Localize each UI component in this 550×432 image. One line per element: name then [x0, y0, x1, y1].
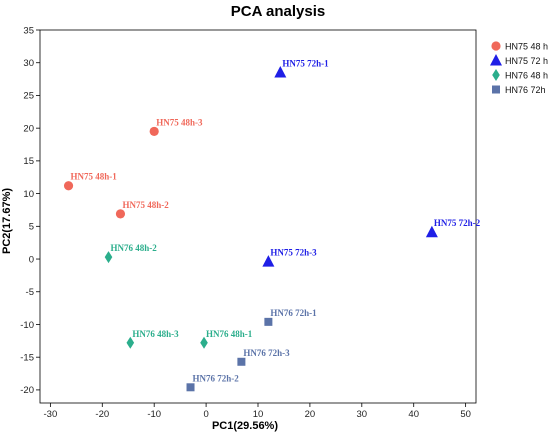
- square-point: [186, 383, 195, 392]
- point-label: HN76 72h-3: [243, 348, 290, 358]
- circle-point: [63, 181, 74, 191]
- legend-label: HN75 48 h: [505, 41, 548, 51]
- triangle-point: [425, 225, 438, 238]
- x-tick-label: 10: [253, 409, 264, 420]
- y-tick-label: 10: [23, 189, 34, 200]
- y-tick-label: 15: [23, 156, 34, 167]
- legend-label: HN75 72 h: [505, 56, 548, 66]
- y-tick-label: -20: [20, 385, 34, 396]
- x-tick-label: -30: [44, 409, 58, 420]
- point-label: HN75 72h-2: [434, 218, 481, 228]
- legend-circle-icon: [491, 41, 501, 51]
- x-tick-label: 20: [305, 409, 316, 420]
- diamond-point: [104, 251, 113, 264]
- point-label: HN75 72h-3: [270, 248, 317, 258]
- y-tick-label: 0: [29, 254, 34, 265]
- legend: HN75 48 h HN75 72 h HN76 48 h HN76 72h: [490, 41, 548, 95]
- y-tick-label: 5: [29, 222, 34, 233]
- y-tick-label: 35: [23, 25, 34, 36]
- point-label: HN76 48h-1: [206, 329, 253, 339]
- y-tick-label: 20: [23, 123, 34, 134]
- y-tick-label: 25: [23, 91, 34, 102]
- point-label: HN76 72h-1: [270, 308, 317, 318]
- point-label: HN76 48h-2: [111, 243, 158, 253]
- legend-label: HN76 48 h: [505, 70, 548, 80]
- x-tick-label: 0: [203, 409, 208, 420]
- legend-triangle-icon: [490, 54, 502, 66]
- x-axis-label: PC1(29.56%): [212, 420, 278, 432]
- point-label: HN75 48h-1: [71, 172, 118, 182]
- point-label: HN76 48h-3: [132, 329, 179, 339]
- circle-point: [115, 209, 126, 219]
- square-point: [237, 357, 246, 366]
- x-tick-label: 40: [408, 409, 419, 420]
- x-tick-label: -20: [95, 409, 109, 420]
- y-tick-label: -10: [20, 320, 34, 331]
- chart-title: PCA analysis: [231, 3, 326, 20]
- x-tick-label: 30: [357, 409, 368, 420]
- point-labels: HN75 48h-1 HN75 48h-2 HN75 48h-3 HN75 72h-1…: [71, 59, 481, 384]
- legend-label: HN76 72h: [505, 85, 546, 95]
- point-label: HN76 72h-2: [193, 373, 240, 383]
- y-axis-label: PC2(17.67%): [1, 188, 13, 254]
- x-tick-label: -10: [147, 409, 161, 420]
- axis-ticks: -30 -20 -10 0 10 20 30 40 50 -20 -15 -10 -5 0 5 10 15 20 2…: [20, 25, 471, 420]
- y-tick-label: -5: [26, 287, 34, 298]
- diamond-point: [126, 336, 135, 349]
- legend-square-icon: [492, 85, 500, 94]
- data-points: [63, 66, 438, 392]
- square-point: [264, 317, 273, 326]
- triangle-point: [274, 66, 287, 78]
- triangle-point: [262, 255, 275, 267]
- diamond-point: [200, 336, 208, 349]
- legend-diamond-icon: [492, 69, 500, 81]
- y-tick-label: 30: [23, 58, 34, 69]
- y-tick-label: -15: [20, 352, 34, 363]
- point-label: HN75 48h-3: [156, 117, 203, 127]
- point-label: HN75 48h-2: [122, 200, 169, 210]
- x-tick-label: 50: [460, 409, 471, 420]
- point-label: HN75 72h-1: [282, 59, 329, 69]
- circle-point: [149, 126, 159, 137]
